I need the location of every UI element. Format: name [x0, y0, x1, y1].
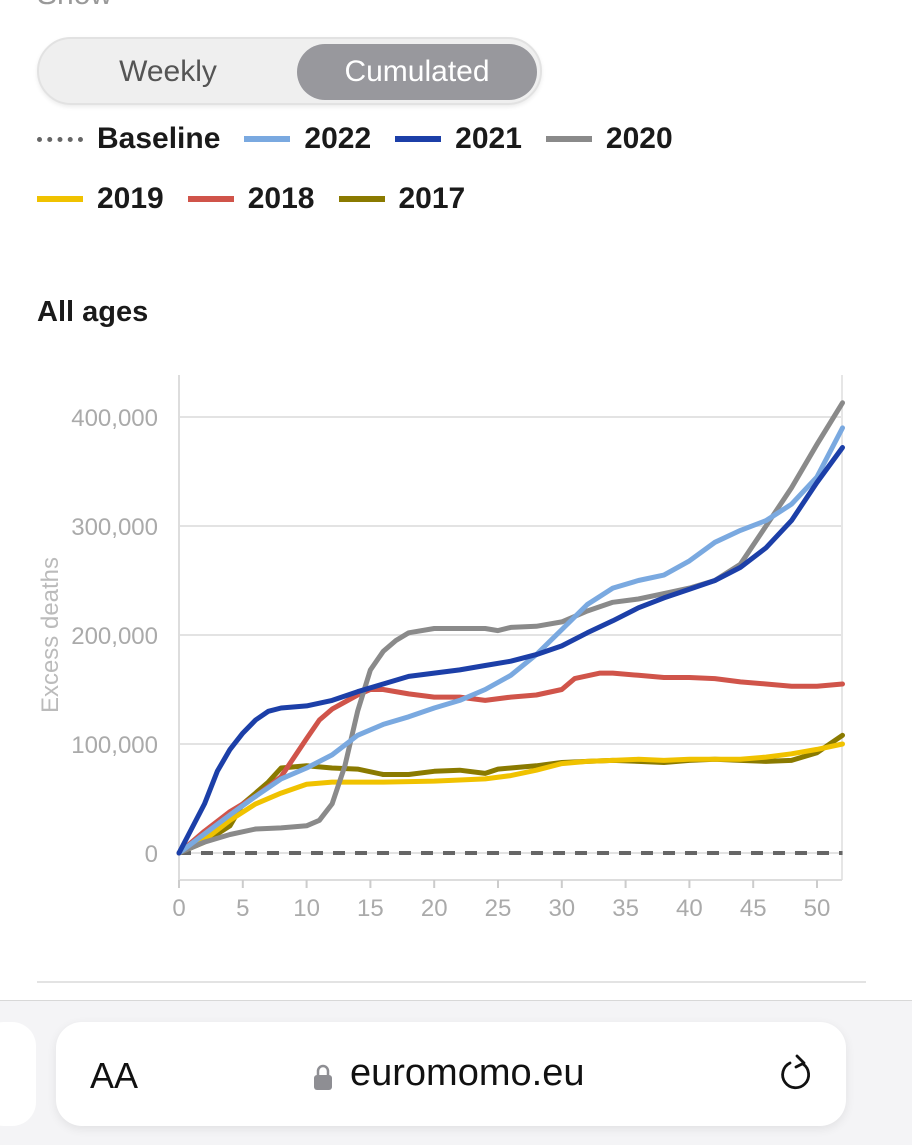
- view-toggle: Weekly Cumulated: [37, 37, 542, 105]
- series-line-2019: [176, 741, 845, 856]
- line-swatch-icon: [187, 196, 234, 202]
- toggle-cumulated[interactable]: Cumulated: [297, 44, 537, 100]
- legend-2017[interactable]: 2017: [338, 182, 466, 216]
- x-tick-label: 10: [293, 895, 320, 922]
- legend-label: 2021: [455, 122, 522, 155]
- reload-icon[interactable]: [776, 1054, 816, 1094]
- x-tick-label: 20: [421, 895, 448, 922]
- legend-label: 2020: [605, 122, 673, 155]
- x-tick-label: 45: [740, 895, 767, 922]
- toggle-weekly[interactable]: Weekly: [119, 55, 217, 88]
- legend-row-2: 2019 2018 2017: [37, 182, 489, 216]
- y-tick-label: 400,000: [71, 405, 158, 432]
- legend-2022[interactable]: 2022: [244, 122, 371, 156]
- legend-baseline[interactable]: Baseline: [37, 122, 220, 156]
- legend-label: 2022: [304, 122, 372, 155]
- text-size-button[interactable]: AA: [90, 1055, 139, 1096]
- x-tick-label: 50: [804, 895, 831, 922]
- legend-label: 2019: [97, 182, 164, 215]
- legend-label: 2017: [398, 182, 466, 215]
- section-title: All ages: [37, 296, 149, 328]
- show-label: Show: [37, 0, 112, 12]
- excess-deaths-chart: 0 100,000 200,000 300,000 400,000 0 5 10 15 20 25 3…: [37, 375, 845, 922]
- x-tick-label: 0: [172, 895, 185, 922]
- legend-2020[interactable]: 2020: [545, 122, 673, 156]
- line-swatch-icon: [395, 136, 442, 142]
- y-axis-label: Excess deaths: [37, 557, 64, 713]
- address-bar[interactable]: AA euromomo.eu: [56, 1022, 846, 1126]
- series-line-2021: [176, 445, 845, 856]
- line-swatch-icon: [338, 196, 385, 202]
- y-tick-label: 0: [145, 841, 158, 868]
- legend-2021[interactable]: 2021: [395, 122, 522, 156]
- previous-tab-card[interactable]: [0, 1022, 36, 1126]
- x-tick-label: 15: [357, 895, 384, 922]
- line-swatch-icon: [545, 136, 592, 142]
- y-tick-label: 300,000: [71, 514, 158, 541]
- x-tick-label: 25: [485, 895, 512, 922]
- line-swatch-icon: [37, 196, 83, 202]
- series-line-2022: [176, 425, 845, 856]
- series-line-2020: [176, 400, 845, 856]
- x-tick-label: 35: [612, 895, 639, 922]
- divider: [37, 981, 866, 983]
- legend-label: Baseline: [97, 122, 221, 155]
- legend-row-1: Baseline 2022 2021 2020: [37, 122, 697, 156]
- legend-2018[interactable]: 2018: [187, 182, 315, 216]
- x-tick-label: 5: [236, 895, 249, 922]
- browser-toolbar: AA euromomo.eu: [0, 1000, 912, 1145]
- url-text[interactable]: euromomo.eu: [350, 1052, 585, 1094]
- series-line-2018: [176, 670, 845, 856]
- y-tick-label: 200,000: [71, 623, 158, 650]
- x-tick-label: 30: [548, 895, 575, 922]
- legend-label: 2018: [247, 182, 315, 215]
- dotted-line-icon: [37, 136, 83, 142]
- x-tick-label: 40: [676, 895, 703, 922]
- y-tick-label: 100,000: [71, 732, 158, 759]
- lock-icon: [314, 1064, 332, 1090]
- line-swatch-icon: [244, 136, 291, 142]
- legend-2019[interactable]: 2019: [37, 182, 164, 216]
